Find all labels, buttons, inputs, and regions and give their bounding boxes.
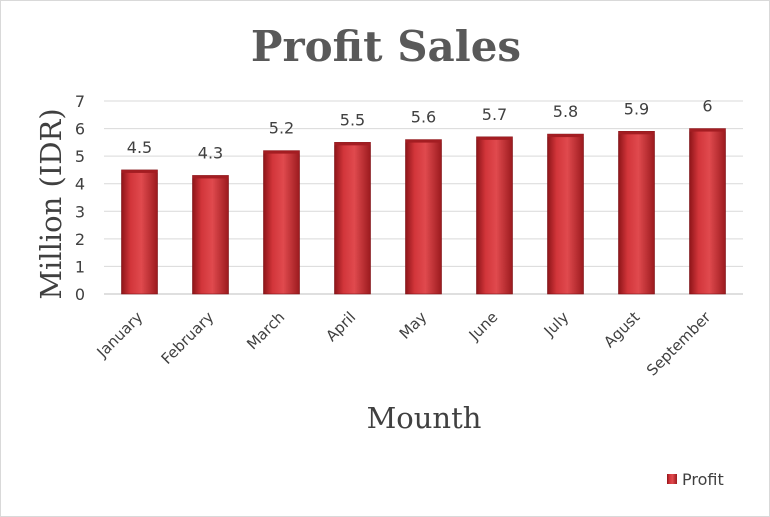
x-tick-label: July [540, 308, 573, 341]
data-label: 4.5 [127, 138, 152, 157]
bar-cap [121, 169, 158, 173]
y-tick-label: 6 [75, 120, 85, 139]
data-label: 4.3 [198, 143, 223, 162]
legend: Profit [667, 470, 724, 489]
bar [263, 150, 300, 295]
y-tick-label: 5 [75, 147, 85, 166]
bar [334, 142, 371, 295]
y-tick-label: 2 [75, 230, 85, 249]
y-axis-title: Million (IDR) [34, 108, 68, 299]
bars [121, 128, 726, 295]
x-axis-title: Mounth [367, 401, 482, 435]
bar-cap [192, 175, 229, 179]
x-tick-label: February [158, 308, 218, 368]
y-tick-label: 0 [75, 285, 85, 304]
bar-cap [263, 150, 300, 154]
bar-cap [405, 139, 442, 143]
bar [121, 169, 158, 295]
bar [192, 175, 229, 295]
data-label: 5.2 [269, 119, 294, 138]
x-axis-ticks: January February March April May June July Agus… [93, 308, 715, 380]
x-tick-label: March [243, 308, 288, 353]
x-tick-label: June [465, 308, 502, 345]
data-label: 5.8 [553, 102, 578, 121]
bar-cap [334, 142, 371, 146]
x-tick-label: April [322, 308, 359, 345]
y-tick-label: 4 [75, 175, 85, 194]
bar [547, 133, 584, 295]
bar [405, 139, 442, 295]
data-label: 5.6 [411, 108, 436, 127]
data-labels: 4.5 4.3 5.2 5.5 5.6 5.7 5.8 5.9 6 [127, 97, 713, 163]
data-label: 5.7 [482, 105, 507, 124]
chart-title: Profit Sales [251, 22, 521, 71]
x-tick-label: Agust [600, 308, 643, 351]
x-tick-label: January [93, 308, 147, 362]
y-tick-label: 1 [75, 257, 85, 276]
data-label: 6 [702, 97, 712, 116]
x-tick-label: September [643, 308, 715, 380]
bar-cap [689, 128, 726, 132]
y-tick-label: 3 [75, 202, 85, 221]
legend-swatch [667, 474, 677, 484]
data-label: 5.5 [340, 110, 365, 129]
bar-cap [476, 136, 513, 140]
bar [689, 128, 726, 295]
bar-cap [547, 134, 584, 138]
y-axis-ticks: 0 1 2 3 4 5 6 7 [75, 92, 85, 304]
bar [618, 131, 655, 295]
bar [476, 136, 513, 295]
data-label: 5.9 [624, 99, 649, 118]
bar-cap [618, 131, 655, 135]
y-tick-label: 7 [75, 92, 85, 111]
x-tick-label: May [396, 308, 431, 343]
legend-label: Profit [682, 470, 724, 489]
